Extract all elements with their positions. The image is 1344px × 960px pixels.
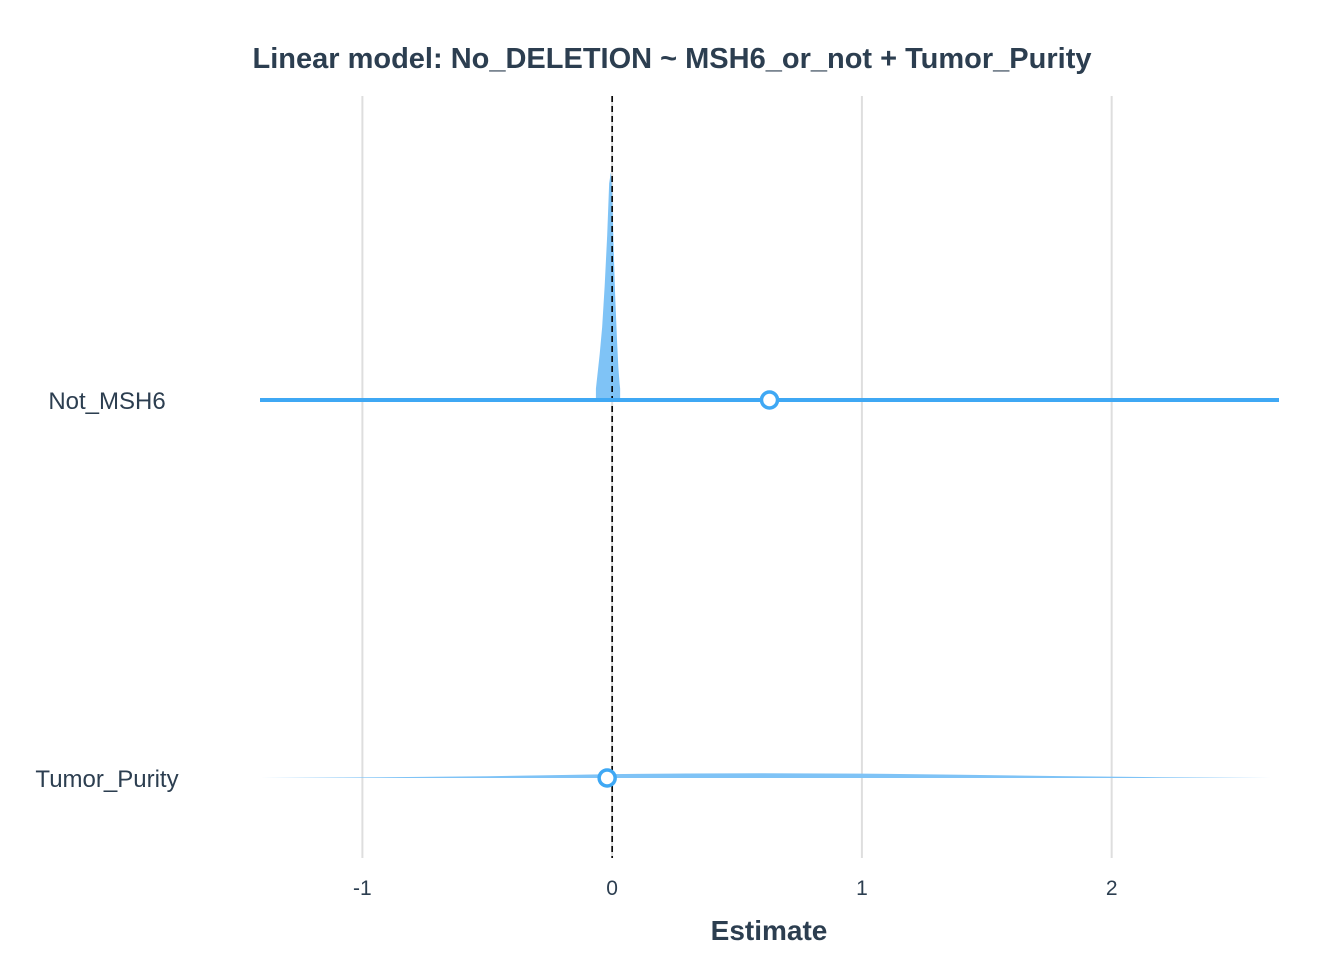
estimate-point-not-msh6: [759, 390, 780, 410]
estimate-point-tumor-purity: [597, 768, 617, 788]
x-tick-label: -1: [353, 877, 372, 900]
row-label-tumor-purity: Tumor_Purity: [35, 766, 178, 793]
x-axis-ticks: -1 0 1 2: [353, 877, 1117, 900]
density-tumor-purity: [260, 773, 1279, 778]
y-axis-labels: Not_MSH6 Tumor_Purity: [35, 388, 178, 793]
x-tick-label: 2: [1106, 877, 1118, 900]
density-not-msh6: [595, 172, 621, 400]
grid-lines: [361, 96, 1113, 858]
row-label-not-msh6: Not_MSH6: [48, 388, 165, 415]
chart-title: Linear model: No_DELETION ~ MSH6_or_not …: [253, 43, 1092, 75]
interval-layer: [260, 390, 1279, 788]
x-tick-label: 0: [606, 877, 618, 900]
density-layer: [260, 172, 1279, 778]
x-tick-label: 1: [856, 877, 868, 900]
x-axis-title: Estimate: [711, 915, 828, 946]
